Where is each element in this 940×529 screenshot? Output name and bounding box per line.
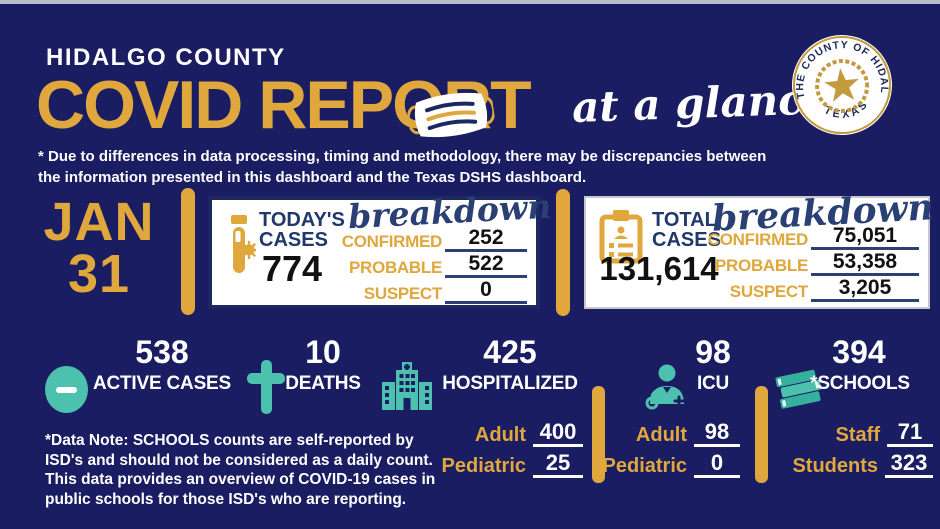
hospitalized-sub-group: Adult 400 Pediatric 25 bbox=[425, 420, 583, 478]
probable-label: PROBABLE bbox=[715, 256, 808, 275]
pediatric-value: 25 bbox=[533, 451, 583, 478]
active-cases-icon bbox=[45, 366, 88, 413]
report-date: JAN 31 bbox=[28, 192, 170, 304]
confirmed-label: CONFIRMED bbox=[707, 230, 809, 249]
probable-value: 53,358 bbox=[811, 250, 919, 276]
deaths-label: DEATHS bbox=[285, 373, 361, 394]
data-note: *Data Note: SCHOOLS counts are self-repo… bbox=[45, 431, 435, 510]
total-cases-box: TOTAL CASES 131,614 breakdown CONFIRMED … bbox=[584, 186, 935, 309]
todays-label-line1: TODAY'S bbox=[259, 209, 345, 231]
books-stack-icon bbox=[775, 369, 822, 409]
todays-label-line2: CASES bbox=[259, 229, 328, 251]
disclaimer-line2: the information presented in this dashbo… bbox=[38, 169, 587, 186]
schools-sub-group: Staff 71 Students 323 bbox=[785, 420, 933, 478]
gold-divider bbox=[592, 386, 605, 483]
todays-confirmed-row: CONFIRMED 252 bbox=[334, 226, 530, 252]
top-edge-strip bbox=[0, 0, 940, 4]
icu-pediatric-row: Pediatric 0 bbox=[603, 451, 740, 478]
probable-label: PROBABLE bbox=[349, 258, 442, 277]
gold-divider bbox=[755, 386, 768, 483]
suspect-label: SUSPECT bbox=[363, 284, 443, 303]
county-seal: THE COUNTY OF HIDALGO TEXAS bbox=[786, 29, 892, 135]
total-cases-label: TOTAL CASES bbox=[652, 210, 721, 250]
students-label: Students bbox=[792, 455, 878, 477]
data-note-line2: ISD's and should not be considered as a … bbox=[45, 451, 433, 469]
todays-probable-row: PROBABLE 522 bbox=[334, 252, 530, 278]
staff-label: Staff bbox=[835, 424, 880, 446]
adult-label: Adult bbox=[635, 424, 687, 446]
gold-divider bbox=[181, 188, 195, 315]
data-note-line3: This data provides an overview of COVID-… bbox=[45, 471, 436, 489]
confirmed-value: 252 bbox=[445, 226, 527, 252]
icu-label: ICU bbox=[696, 373, 730, 394]
pediatric-label: Pediatric bbox=[441, 455, 526, 477]
suspect-value: 0 bbox=[445, 278, 527, 304]
minus-icon bbox=[56, 387, 77, 393]
hospitalized-pediatric-row: Pediatric 25 bbox=[425, 451, 583, 478]
icu-adult-row: Adult 98 bbox=[608, 420, 740, 447]
total-confirmed-row: CONFIRMED 75,051 bbox=[704, 224, 922, 250]
schools-value: 394 bbox=[832, 334, 886, 370]
gold-divider bbox=[556, 189, 570, 316]
disclaimer-line1: * Due to differences in data processing,… bbox=[38, 148, 767, 165]
data-note-line1: *Data Note: SCHOOLS counts are self-repo… bbox=[45, 432, 414, 449]
adult-value: 98 bbox=[694, 420, 740, 447]
data-note-line4: public schools for those ISD's who are r… bbox=[45, 491, 407, 509]
county-name: HIDALGO COUNTY bbox=[46, 44, 286, 71]
todays-cases-total: 774 bbox=[261, 248, 323, 289]
total-suspect-row: SUSPECT 3,205 bbox=[704, 276, 922, 302]
total-cases-total: 131,614 bbox=[599, 250, 719, 287]
adult-value: 400 bbox=[533, 420, 583, 447]
clipboard-icon bbox=[599, 210, 643, 264]
total-label-line2: CASES bbox=[652, 229, 721, 251]
doctor-icon bbox=[645, 364, 685, 410]
suspect-label: SUSPECT bbox=[729, 282, 809, 301]
confirmed-label: CONFIRMED bbox=[341, 232, 443, 251]
hospitalized-adult-row: Adult 400 bbox=[425, 420, 583, 447]
disclaimer: * Due to differences in data processing,… bbox=[38, 146, 766, 188]
staff-value: 71 bbox=[887, 420, 933, 447]
icu-value: 98 bbox=[695, 334, 731, 370]
deaths-value: 10 bbox=[305, 334, 341, 370]
active-cases-value: 538 bbox=[135, 334, 189, 370]
schools-students-row: Students 323 bbox=[785, 451, 933, 478]
hospitalized-value: 425 bbox=[483, 334, 537, 370]
todays-cases-box: TODAY'S CASES 774 breakdown CONFIRMED 25… bbox=[208, 187, 552, 309]
adult-label: Adult bbox=[474, 424, 526, 446]
todays-cases-label: TODAY'S CASES bbox=[259, 210, 345, 250]
date-month: JAN bbox=[43, 192, 155, 252]
total-probable-row: PROBABLE 53,358 bbox=[704, 250, 922, 276]
pediatric-value: 0 bbox=[694, 451, 740, 478]
schools-staff-row: Staff 71 bbox=[785, 420, 933, 447]
students-value: 323 bbox=[885, 451, 933, 478]
pediatric-label: Pediatric bbox=[602, 455, 687, 477]
hospital-icon bbox=[382, 362, 432, 410]
hospitalized-label: HOSPITALIZED bbox=[442, 373, 578, 394]
icu-sub-group: Adult 98 Pediatric 0 bbox=[603, 420, 740, 478]
total-label-line1: TOTAL bbox=[652, 209, 717, 231]
cross-icon bbox=[247, 360, 285, 414]
face-mask-icon bbox=[406, 92, 496, 138]
schools-label: *SCHOOLS bbox=[810, 373, 910, 394]
probable-value: 522 bbox=[445, 252, 527, 278]
date-day: 31 bbox=[67, 244, 131, 304]
confirmed-value: 75,051 bbox=[811, 224, 919, 250]
active-cases-label: ACTIVE CASES bbox=[92, 373, 231, 394]
test-tube-virus-icon bbox=[231, 215, 256, 273]
suspect-value: 3,205 bbox=[811, 276, 919, 302]
seal-star-icon bbox=[824, 68, 859, 102]
todays-suspect-row: SUSPECT 0 bbox=[334, 278, 530, 304]
